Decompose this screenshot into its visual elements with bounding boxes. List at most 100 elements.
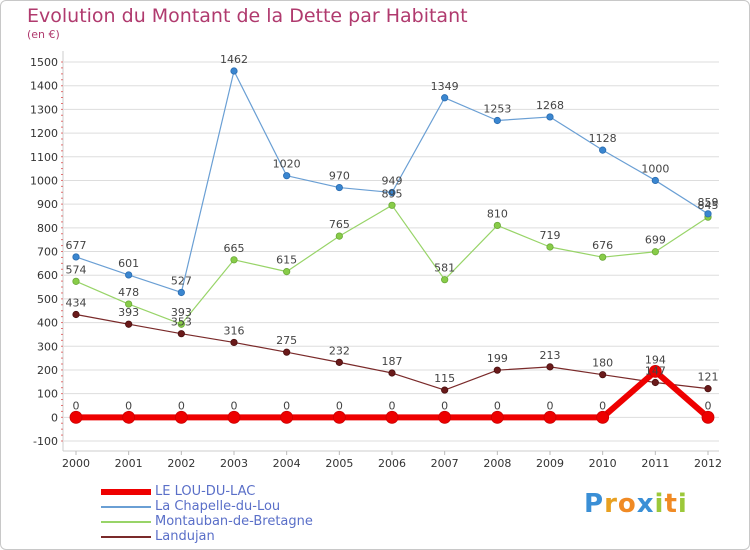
- y-tick-label: 900: [37, 198, 58, 211]
- data-point: [283, 348, 291, 356]
- data-point: [651, 248, 659, 256]
- data-point: [651, 378, 659, 387]
- data-label: 213: [540, 349, 561, 362]
- data-point: [388, 188, 396, 197]
- data-label: 719: [540, 229, 561, 242]
- data-point: [546, 113, 554, 121]
- proxiti-logo: Proxiti: [584, 489, 688, 519]
- data-label: 0: [441, 399, 448, 412]
- data-label: 676: [592, 239, 613, 252]
- data-point: [701, 410, 715, 424]
- data-label: 0: [705, 399, 712, 412]
- data-label: 765: [329, 218, 350, 231]
- data-label: 0: [231, 399, 238, 412]
- y-tick-label: -100: [33, 435, 58, 448]
- data-label: 393: [171, 306, 192, 319]
- data-label: 527: [171, 274, 192, 287]
- data-point: [125, 300, 133, 308]
- data-point: [72, 277, 80, 285]
- x-tick-label: 2009: [536, 457, 564, 470]
- legend-label: LE LOU-DU-LAC: [155, 484, 256, 499]
- y-tick-label: 1500: [30, 56, 58, 69]
- data-point: [385, 410, 399, 424]
- data-label: 581: [434, 262, 455, 275]
- data-point: [280, 410, 294, 424]
- data-point: [72, 253, 80, 261]
- data-label: 0: [494, 399, 501, 412]
- data-point: [174, 410, 188, 424]
- x-tick-label: 2001: [115, 457, 143, 470]
- chart-title: Evolution du Montant de la Dette par Hab…: [27, 5, 468, 27]
- y-tick-label: 100: [37, 388, 58, 401]
- data-label: 0: [547, 399, 554, 412]
- data-label: 895: [382, 187, 403, 200]
- data-point: [122, 410, 136, 424]
- x-tick-label: 2011: [641, 457, 669, 470]
- data-label: 0: [178, 399, 185, 412]
- data-label: 0: [336, 399, 343, 412]
- y-tick-label: 1300: [30, 103, 58, 116]
- data-label: 0: [389, 399, 396, 412]
- data-label: 275: [276, 334, 297, 347]
- data-label: 187: [382, 355, 403, 368]
- data-label: 121: [698, 371, 719, 384]
- x-tick-label: 2007: [431, 457, 459, 470]
- y-tick-label: 0: [51, 411, 58, 424]
- data-label: 1128: [589, 132, 617, 145]
- data-label: 194: [645, 353, 666, 366]
- data-point: [599, 146, 607, 154]
- x-tick-label: 2002: [167, 457, 195, 470]
- y-tick-label: 1100: [30, 151, 58, 164]
- data-label: 147: [645, 364, 666, 377]
- data-point: [335, 232, 343, 240]
- data-point: [230, 256, 238, 264]
- data-point: [230, 67, 238, 75]
- data-point: [335, 183, 343, 192]
- data-label: 601: [118, 257, 139, 270]
- data-point: [388, 369, 396, 377]
- data-label: 665: [224, 242, 245, 255]
- data-label: 1020: [273, 158, 301, 171]
- data-label: 1349: [431, 80, 459, 93]
- y-tick-label: 700: [37, 246, 58, 259]
- data-point: [283, 172, 291, 180]
- x-tick-label: 2004: [273, 457, 301, 470]
- legend-swatch: [101, 489, 151, 495]
- data-point: [596, 410, 610, 424]
- x-tick-label: 2010: [589, 457, 617, 470]
- data-point: [599, 371, 607, 379]
- data-label: 316: [224, 324, 245, 337]
- data-label: 1253: [483, 103, 511, 116]
- data-point: [283, 268, 291, 276]
- data-label: 699: [645, 234, 666, 247]
- data-point: [177, 330, 185, 338]
- data-point: [72, 310, 80, 319]
- data-label: 949: [382, 175, 403, 188]
- data-label: 115: [434, 372, 455, 385]
- data-point: [490, 410, 504, 424]
- data-point: [125, 271, 133, 279]
- data-label: 0: [599, 399, 606, 412]
- data-point: [493, 116, 501, 125]
- data-label: 970: [329, 170, 350, 183]
- data-point: [704, 385, 712, 393]
- x-tick-label: 2000: [62, 457, 90, 470]
- data-point: [546, 243, 554, 251]
- data-point: [441, 386, 449, 394]
- legend-swatch: [101, 506, 151, 508]
- data-point: [69, 410, 83, 424]
- legend-label: Landujan: [155, 529, 215, 544]
- y-tick-label: 400: [37, 317, 58, 330]
- data-point: [441, 276, 449, 284]
- y-tick-label: 200: [37, 364, 58, 377]
- data-point: [177, 320, 185, 328]
- data-label: 0: [73, 399, 80, 412]
- data-point: [493, 221, 501, 230]
- legend-swatch: [101, 521, 151, 523]
- data-point: [335, 358, 343, 366]
- y-tick-label: 800: [37, 222, 58, 235]
- data-label: 434: [66, 297, 87, 310]
- data-label: 859: [698, 196, 719, 209]
